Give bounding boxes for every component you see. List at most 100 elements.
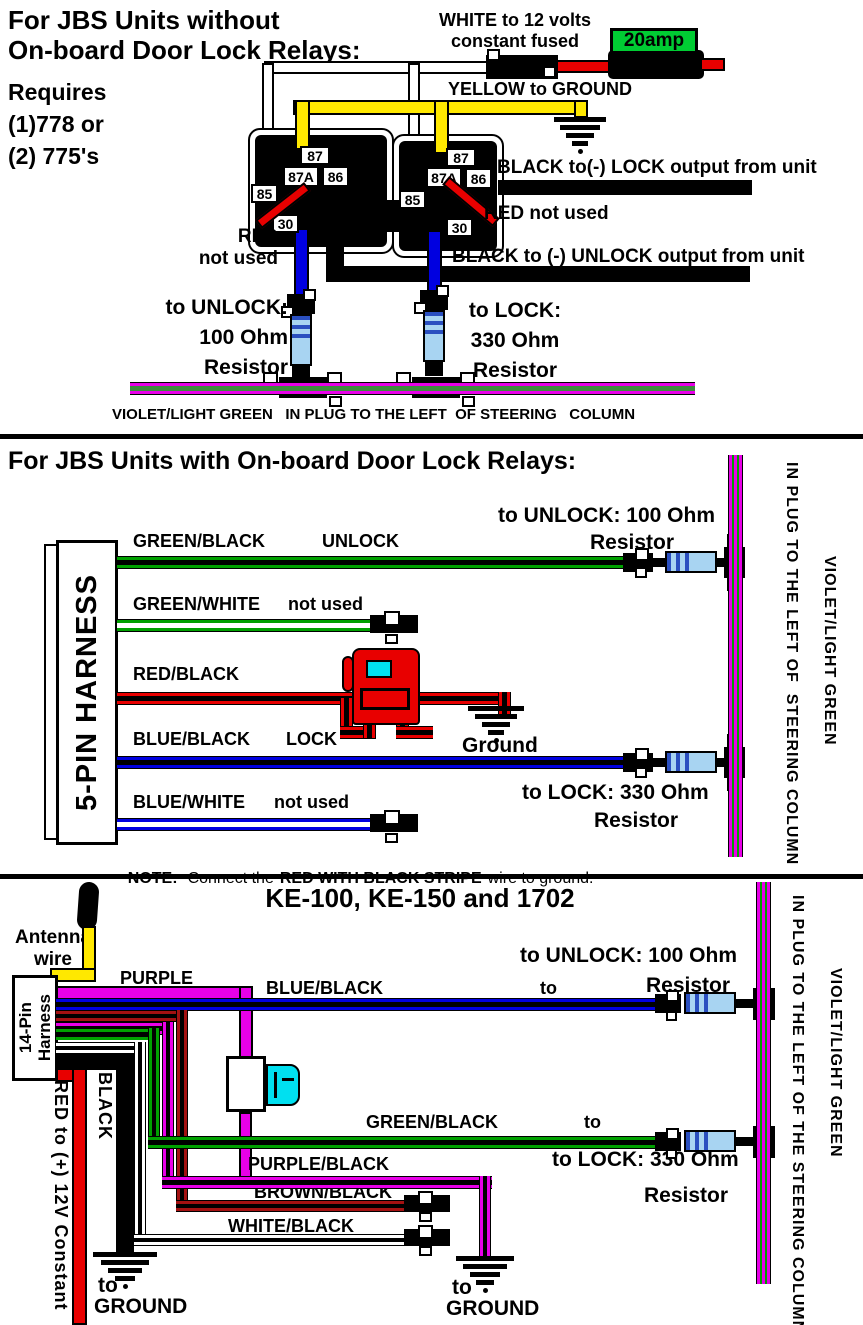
white-black-label: WHITE/BLACK xyxy=(228,1216,354,1236)
wire-violet-lightgreen-vertical xyxy=(728,455,743,857)
connector-square xyxy=(666,1011,677,1021)
harness-5pin: 5-PIN HARNESS xyxy=(56,540,118,845)
connector-square xyxy=(329,396,342,407)
connector-square xyxy=(303,289,316,301)
ground-symbol xyxy=(466,706,526,743)
ground-symbol xyxy=(552,117,608,154)
lock-resistor-label2: Resistor xyxy=(644,1184,729,1207)
connector-black xyxy=(736,999,754,1008)
valet-button-mark xyxy=(282,1078,294,1081)
wire4-name: BLUE/BLACK xyxy=(133,729,250,749)
connector-black xyxy=(736,1137,754,1146)
wire-purple-black xyxy=(162,1176,492,1189)
connector-square xyxy=(384,611,400,626)
wire-brown-black xyxy=(176,1010,188,1206)
side-plug-text: IN PLUG TO THE LEFT OF THE STEERING COLU… xyxy=(789,895,806,1325)
wire-black-lock-output xyxy=(498,180,752,195)
wire-yellow-87-right xyxy=(434,100,449,154)
pin-label-86: 86 xyxy=(465,168,492,189)
connector-square xyxy=(666,990,679,1002)
black-lock-label: BLACK to(-) LOCK output from unit xyxy=(497,157,817,178)
black-vertical-label: BLACK xyxy=(95,1072,115,1140)
valet-button-mark xyxy=(274,1072,277,1098)
connector-square xyxy=(635,767,647,778)
wire-white-12v xyxy=(264,61,488,74)
connector-square xyxy=(635,548,649,561)
valet-button xyxy=(266,1064,300,1106)
connector-black xyxy=(653,758,665,767)
blue-black-to: to xyxy=(540,978,557,998)
connector-square xyxy=(543,66,556,78)
wire-violet-lightgreen xyxy=(130,382,695,395)
connector-square xyxy=(487,49,500,61)
side-wire-text: VIOLET/LIGHT GREEN xyxy=(827,968,844,1158)
wire-green-black xyxy=(148,1028,160,1142)
wire1-note: UNLOCK xyxy=(322,531,399,551)
wire-green-black xyxy=(56,1028,156,1040)
unlock-resistor-label: to UNLOCK: 100 Ohm xyxy=(520,944,738,967)
wire-red-black-jog xyxy=(396,726,433,739)
ground-right-to: to xyxy=(452,1276,472,1299)
wire-green-black xyxy=(117,556,625,569)
connector-black xyxy=(292,366,310,378)
lock-resistor-label: to LOCK: 330 Ohm xyxy=(522,781,709,804)
pin-label-30: 30 xyxy=(446,218,473,237)
wire3-name: RED/BLACK xyxy=(133,664,239,684)
connector-square xyxy=(418,1225,433,1239)
resistor-100ohm xyxy=(684,992,736,1014)
wire-purple-black xyxy=(162,1022,174,1182)
connector-square xyxy=(635,567,647,578)
connector-black xyxy=(717,758,727,767)
ground-right-label: GROUND xyxy=(446,1297,540,1320)
fuse-rating-badge: 20amp xyxy=(610,28,698,54)
resistor-330ohm xyxy=(684,1130,736,1152)
pin-label-30: 30 xyxy=(272,214,299,233)
wire-white-black xyxy=(134,1042,146,1240)
connector-square xyxy=(666,1128,679,1140)
wire-black-unlock-riser xyxy=(326,236,344,270)
harness-5pin-label: 5-PIN HARNESS xyxy=(70,574,103,811)
section2-title: For JBS Units with On-board Door Lock Re… xyxy=(8,447,577,475)
connector-square xyxy=(385,634,398,644)
connector-square xyxy=(419,1246,432,1256)
resistor-330ohm xyxy=(423,310,445,362)
resistor-100ohm xyxy=(290,314,312,366)
wire-black-unlock-output xyxy=(326,266,750,282)
lock-resistor-label2: Resistor xyxy=(594,809,679,832)
purple-label: PURPLE xyxy=(120,968,194,988)
connector-square xyxy=(635,748,649,761)
fuse-body xyxy=(608,50,704,79)
wire-white-black xyxy=(134,1234,406,1246)
harness-14pin-label: 14-Pin Harness xyxy=(16,994,54,1062)
wire-black xyxy=(116,1054,134,1254)
wire-brown-black xyxy=(176,1200,406,1212)
wire-yellow-ground-drop xyxy=(574,100,588,118)
connector-black xyxy=(425,362,443,376)
ground-label: Ground xyxy=(462,734,538,757)
wire-red-12v xyxy=(72,1068,87,1325)
ground-symbol xyxy=(453,1256,517,1293)
pin-label-87a: 87A xyxy=(283,166,319,187)
section1-title: For JBS Units without On-board Door Lock … xyxy=(8,5,361,65)
green-black-label: GREEN/BLACK xyxy=(366,1112,499,1132)
wire-yellow-87-left xyxy=(295,100,310,150)
connector-square xyxy=(418,1191,433,1205)
connector-square xyxy=(384,810,400,825)
section-divider xyxy=(0,434,863,439)
connector-square xyxy=(385,833,398,843)
red-not-used-right-label: RED not used xyxy=(484,203,609,224)
section1-caption: VIOLET/LIGHT GREEN IN PLUG TO THE LEFT O… xyxy=(112,406,636,423)
wire-white-black xyxy=(56,1042,146,1054)
pin-label-85: 85 xyxy=(251,184,278,203)
connector-black xyxy=(717,558,727,567)
connector-square xyxy=(666,1149,677,1159)
wire2-name: GREEN/WHITE xyxy=(133,594,261,614)
wire-red-black xyxy=(117,692,352,705)
connector-square xyxy=(419,1212,432,1222)
connector-square xyxy=(462,396,475,407)
resistor-330ohm xyxy=(665,751,717,773)
harness-14pin: 14-Pin Harness xyxy=(12,975,58,1081)
unlock-resistor-label2: Resistor xyxy=(590,531,675,554)
yellow-wire-label: YELLOW to GROUND xyxy=(448,79,632,99)
